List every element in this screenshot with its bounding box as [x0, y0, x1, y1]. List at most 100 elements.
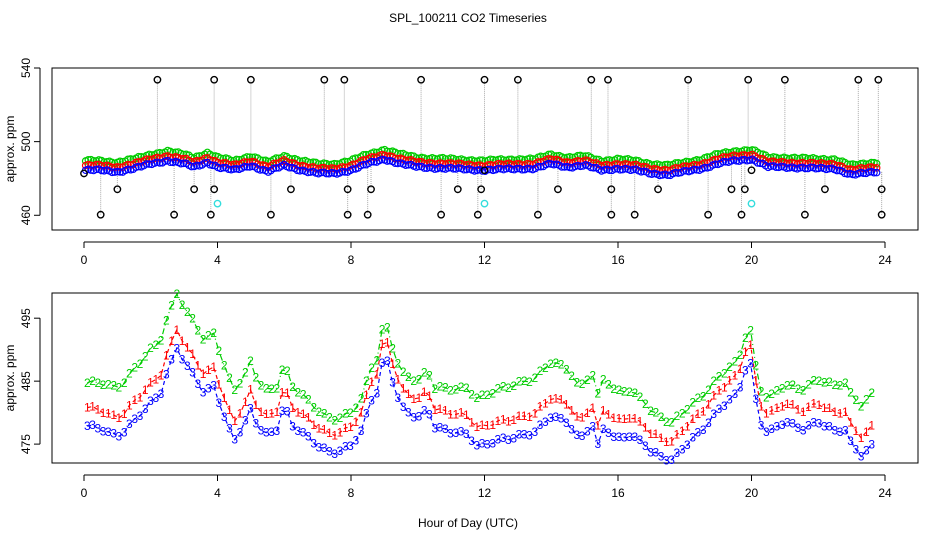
- top-series3-point: [565, 163, 574, 172]
- bottom-series1-marker: 1: [689, 412, 696, 426]
- bottom-series2-marker: 2: [268, 382, 275, 396]
- bottom-series3-marker: 3: [758, 418, 765, 432]
- bottom-series2-marker: 2: [447, 384, 454, 398]
- bottom-series1-marker: 1: [358, 405, 365, 419]
- top-y-axis-title: approx. ppm: [3, 116, 17, 183]
- top-outlier-point: [554, 185, 562, 194]
- top-series3-point: [722, 158, 730, 166]
- bottom-series2-marker: 2: [821, 376, 828, 390]
- bottom-y-axis-title: approx. ppm: [3, 345, 17, 412]
- bottom-series1-marker: 1: [189, 347, 196, 361]
- top-outlier-point: [630, 210, 639, 219]
- bottom-plot-frame: [51, 292, 919, 464]
- bottom-series3-marker: 3: [437, 420, 444, 434]
- bottom-series2-marker: 2: [847, 385, 854, 399]
- bottom-series3-marker: 3: [726, 392, 733, 406]
- top-series3-point: [732, 156, 741, 165]
- bottom-series2-marker: 2: [216, 344, 223, 358]
- bottom-series3-marker: 3: [842, 424, 849, 438]
- bottom-series2-marker: 2: [510, 379, 517, 393]
- bottom-series2-marker: 2: [489, 387, 496, 401]
- top-outlier-point: [480, 166, 489, 175]
- top-outlier-point: [747, 166, 756, 175]
- bottom-series3-marker: 3: [768, 422, 775, 436]
- bottom-series3-marker: 3: [373, 386, 380, 400]
- top-x-tick-label: 16: [611, 253, 625, 267]
- bottom-series1-marker: 1: [452, 408, 459, 422]
- bottom-series1-marker: 1: [579, 411, 586, 425]
- bottom-series3-marker: 3: [316, 440, 323, 454]
- bottom-series3-marker: 3: [426, 408, 433, 422]
- bottom-series3-marker: 3: [452, 426, 459, 440]
- bottom-series1-marker: 1: [195, 358, 202, 372]
- bottom-series2-marker: 2: [305, 392, 312, 406]
- bottom-series2-marker: 2: [526, 375, 533, 389]
- bottom-series1-marker: 1: [758, 400, 765, 414]
- bottom-series2-marker: 2: [252, 370, 259, 384]
- bottom-series3-marker: 3: [510, 431, 517, 445]
- bottom-series1-marker: 1: [352, 415, 359, 429]
- bottom-series3-marker: 3: [605, 426, 612, 440]
- bottom-series3-marker: 3: [610, 430, 617, 444]
- top-outlier-point: [740, 185, 749, 194]
- bottom-series3-marker: 3: [652, 446, 659, 460]
- bottom-series2-marker: 2: [237, 376, 244, 390]
- bottom-series3-marker: 3: [131, 412, 138, 426]
- top-series3-point: [806, 163, 815, 172]
- top-series3-point: [200, 159, 209, 167]
- bottom-series2-marker: 2: [658, 410, 665, 424]
- bottom-series1-marker: 1: [637, 415, 644, 429]
- bottom-series3-marker: 3: [616, 430, 623, 444]
- bottom-series2-marker: 2: [516, 375, 523, 389]
- top-y-tick-label: 500: [19, 131, 33, 151]
- chart-title: SPL_100211 CO2 Timeseries: [389, 11, 547, 25]
- bottom-x-tick-label: 8: [348, 486, 355, 500]
- bottom-series2-marker: 2: [442, 380, 449, 394]
- bottom-series1-marker: 1: [716, 383, 723, 397]
- bottom-series3-marker: 3: [158, 387, 165, 401]
- x-axis-title: Hour of Day (UTC): [418, 516, 518, 530]
- bottom-series1-marker: 1: [784, 397, 791, 411]
- bottom-series2-marker: 2: [242, 366, 249, 380]
- bottom-series2-marker: 2: [816, 374, 823, 388]
- bottom-series3-marker: 3: [210, 379, 217, 393]
- bottom-series1-marker: 1: [695, 407, 702, 421]
- bottom-series2-marker: 2: [195, 323, 202, 337]
- bottom-series2-marker: 2: [695, 391, 702, 405]
- top-outlier-point: [96, 210, 105, 219]
- top-series3-point: [370, 158, 378, 166]
- top-outlier-point: [877, 185, 886, 194]
- top-x-tick-label: 12: [478, 253, 492, 267]
- bottom-series3-marker: 3: [300, 425, 307, 439]
- bottom-series1-marker: 1: [437, 402, 444, 416]
- top-outlier-point: [737, 210, 746, 219]
- bottom-series1-marker: 1: [752, 373, 759, 387]
- bottom-series3-marker: 3: [558, 411, 565, 425]
- bottom-series2-marker: 2: [210, 326, 217, 340]
- top-series3-point: [550, 160, 558, 169]
- bottom-series2-marker: 2: [552, 356, 559, 370]
- bottom-series2-marker: 2: [284, 364, 291, 378]
- bottom-series2-marker: 2: [289, 380, 296, 394]
- top-series3-point: [692, 166, 701, 174]
- bottom-series2-marker: 2: [100, 378, 107, 392]
- bottom-x-tick-label: 0: [81, 486, 88, 500]
- bottom-series2-marker: 2: [537, 364, 544, 378]
- bottom-series1-marker: 1: [621, 412, 628, 426]
- bottom-series2-marker: 2: [121, 376, 128, 390]
- bottom-series2-marker: 2: [158, 333, 165, 347]
- top-outlier-point: [513, 75, 522, 84]
- bottom-series2-marker: 2: [147, 341, 154, 355]
- top-outlier-point: [343, 210, 352, 219]
- bottom-series2-marker: 2: [452, 383, 459, 397]
- top-outlier-point: [604, 75, 612, 84]
- bottom-series3-marker: 3: [705, 416, 712, 430]
- bottom-series1-marker: 1: [795, 402, 802, 416]
- bottom-series2-marker: 2: [758, 384, 765, 398]
- bottom-series1-marker: 1: [468, 415, 475, 429]
- bottom-series3-marker: 3: [821, 420, 828, 434]
- bottom-series1-marker: 1: [710, 388, 717, 402]
- bottom-series3-marker: 3: [310, 437, 317, 451]
- top-series3-point: [367, 157, 376, 166]
- bottom-series3-marker: 3: [189, 366, 196, 380]
